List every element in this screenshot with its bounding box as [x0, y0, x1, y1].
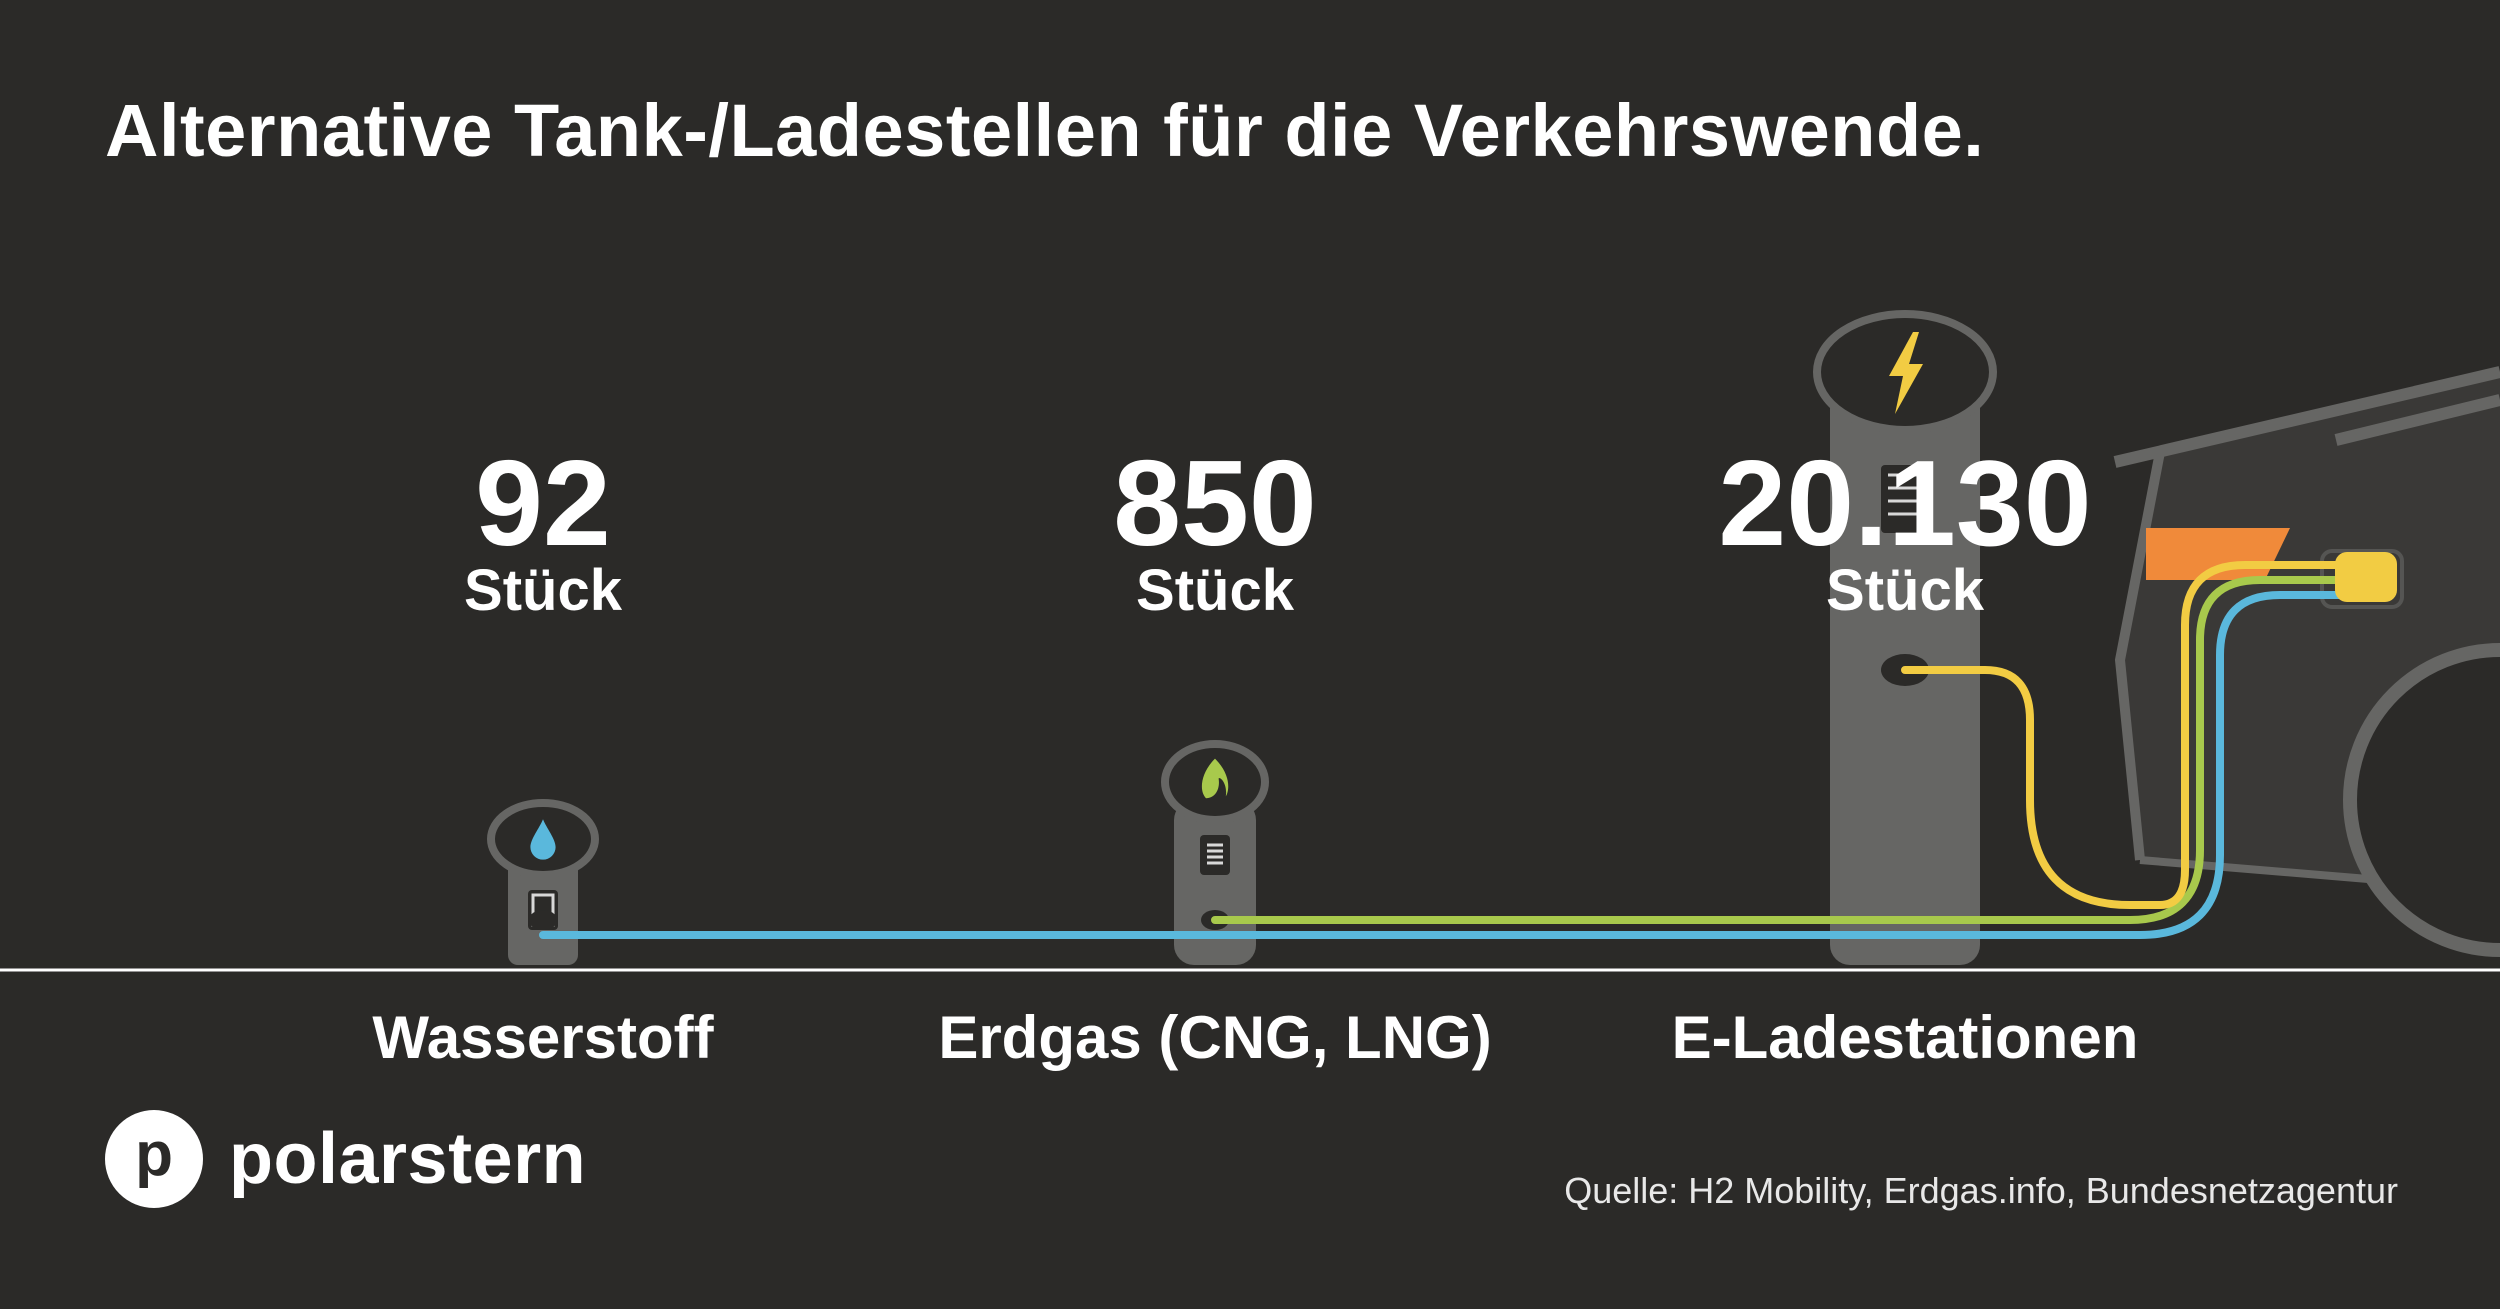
value-label-1: 92: [475, 435, 611, 571]
chart-title: Alternative Tank-/Ladestellen für die Ve…: [105, 89, 1985, 172]
station-socket-1: [529, 910, 557, 930]
water-drop-icon: [530, 819, 556, 860]
value-label-2: 850: [1113, 435, 1317, 571]
cable-1: [539, 591, 2344, 939]
cable-3: [1901, 561, 2344, 909]
lightning-icon: [1889, 332, 1923, 414]
car-illustration: [2110, 366, 2500, 957]
category-label-1: Wasserstoff: [372, 1004, 714, 1071]
category-label-3: E-Ladestationen: [1672, 1004, 2139, 1071]
station-3: [1813, 310, 1997, 965]
brand-name: polarstern: [229, 1119, 587, 1199]
bar-station-2: [1174, 800, 1256, 965]
value-label-3: 20.130: [1718, 435, 2091, 571]
source-note: Quelle: H2 Mobility, Erdgas.info, Bundes…: [1564, 1170, 2398, 1211]
station-1: [487, 799, 599, 965]
cable-2: [1211, 576, 2344, 924]
unit-label-3: Stück: [1826, 558, 1985, 623]
unit-label-2: Stück: [1136, 558, 1295, 623]
brand-logo: p polarstern: [105, 1110, 586, 1208]
car-wheel: [2343, 643, 2500, 957]
station-display-2: [1200, 835, 1230, 875]
flame-icon: [1201, 758, 1229, 799]
brand-mark-icon: p: [105, 1110, 203, 1208]
station-2: [1161, 740, 1269, 965]
station-display-3: [1881, 465, 1929, 533]
category-label-2: Erdgas (CNG, LNG): [938, 1004, 1491, 1071]
unit-label-1: Stück: [464, 558, 623, 623]
charging-plug: [2335, 552, 2397, 602]
